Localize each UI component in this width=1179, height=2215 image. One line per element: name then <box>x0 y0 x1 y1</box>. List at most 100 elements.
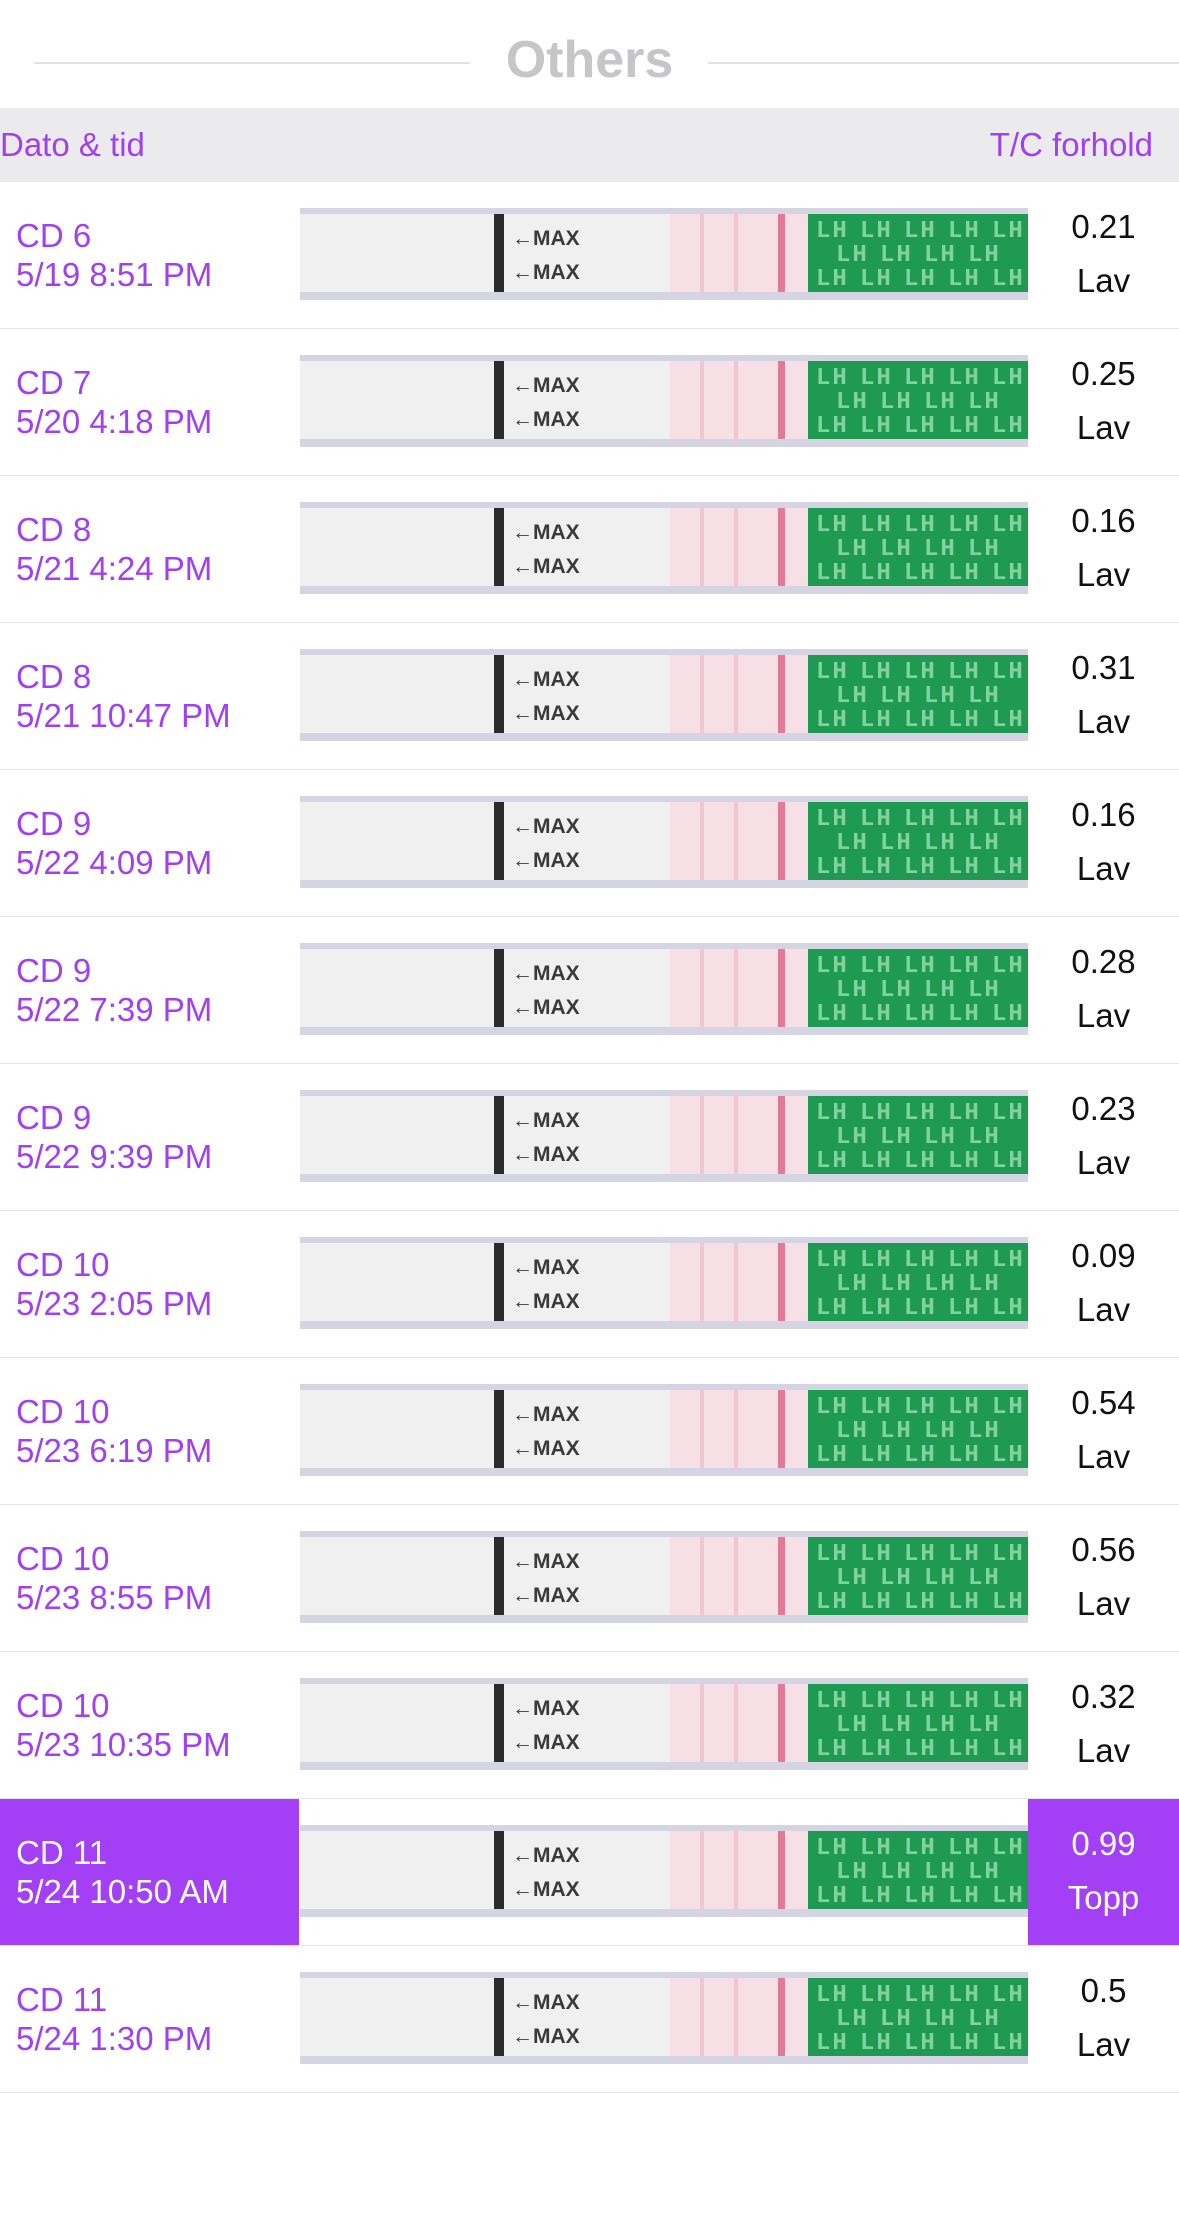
ratio-cell[interactable]: 0.21 Lav <box>1028 182 1179 328</box>
date-cell[interactable]: CD 10 5/23 6:19 PM <box>0 1358 299 1504</box>
cycle-day: CD 8 <box>16 658 92 695</box>
result-window <box>670 1243 808 1321</box>
test-datetime: 5/21 10:47 PM <box>16 697 231 734</box>
date-cell[interactable]: CD 10 5/23 8:55 PM <box>0 1505 299 1651</box>
ratio-cell[interactable]: 0.32 Lav <box>1028 1652 1179 1798</box>
lh-mark: LH <box>836 1859 869 1886</box>
test-strip-image[interactable]: ←MAX ←MAX LH LH LH LH LH LH LH LH LH LH LH LH LH LH <box>300 1384 1028 1476</box>
divider-left <box>34 62 470 64</box>
test-row[interactable]: CD 6 5/19 8:51 PM ←MAX ←MAX LH LH LH LH LH LH… <box>0 182 1179 329</box>
date-cell[interactable]: CD 8 5/21 4:24 PM <box>0 476 299 622</box>
ratio-cell[interactable]: 0.23 Lav <box>1028 1064 1179 1210</box>
lh-mark: LH <box>816 560 849 587</box>
test-strip-image[interactable]: ←MAX ←MAX LH LH LH LH LH LH LH LH LH LH LH LH LH LH <box>300 649 1028 741</box>
max-label: ←MAX <box>512 1109 580 1132</box>
test-row[interactable]: CD 10 5/23 8:55 PM ←MAX ←MAX LH LH LH LH LH L… <box>0 1505 1179 1652</box>
test-row[interactable]: CD 8 5/21 10:47 PM ←MAX ←MAX LH LH LH LH LH L… <box>0 623 1179 770</box>
test-row[interactable]: CD 9 5/22 9:39 PM ←MAX ←MAX LH LH LH LH LH LH… <box>0 1064 1179 1211</box>
test-strip-image[interactable]: ←MAX ←MAX LH LH LH LH LH LH LH LH LH LH LH LH LH LH <box>300 1237 1028 1329</box>
max-label: ←MAX <box>512 408 580 431</box>
lh-mark: LH <box>816 1148 849 1175</box>
test-row[interactable]: CD 8 5/21 4:24 PM ←MAX ←MAX LH LH LH LH LH LH… <box>0 476 1179 623</box>
test-strip-image[interactable]: ←MAX ←MAX LH LH LH LH LH LH LH LH LH LH LH LH LH LH <box>300 1090 1028 1182</box>
test-row[interactable]: CD 11 5/24 10:50 AM ←MAX ←MAX LH LH LH LH LH… <box>0 1799 1179 1946</box>
lh-mark: LH <box>836 1712 869 1739</box>
lh-mark: LH <box>924 536 957 563</box>
strip-body: ←MAX ←MAX LH LH LH LH LH LH LH LH LH LH LH LH LH LH <box>300 1831 1028 1909</box>
test-strip-image[interactable]: ←MAX ←MAX LH LH LH LH LH LH LH LH LH LH LH LH LH LH <box>300 1972 1028 2064</box>
lh-mark: LH <box>992 1001 1025 1028</box>
test-strip-image[interactable]: ←MAX ←MAX LH LH LH LH LH LH LH LH LH LH LH LH LH LH <box>300 502 1028 594</box>
date-cell[interactable]: CD 11 5/24 1:30 PM <box>0 1946 299 2092</box>
date-cell[interactable]: CD 6 5/19 8:51 PM <box>0 182 299 328</box>
test-row[interactable]: CD 10 5/23 2:05 PM ←MAX ←MAX LH LH LH LH LH L… <box>0 1211 1179 1358</box>
faint-line <box>734 1978 738 2056</box>
lh-level: Lav <box>1076 262 1131 299</box>
lh-mark: LH <box>992 1982 1025 2009</box>
date-cell[interactable]: CD 9 5/22 4:09 PM <box>0 770 299 916</box>
test-strip-image[interactable]: ←MAX ←MAX LH LH LH LH LH LH LH LH LH LH LH LH LH LH <box>300 208 1028 300</box>
ratio-cell[interactable]: 0.09 Lav <box>1028 1211 1179 1357</box>
lh-handle: LH LH LH LH LH LH LH LH LH LH LH LH LH LH <box>808 214 1028 292</box>
test-row[interactable]: CD 7 5/20 4:18 PM ←MAX ←MAX LH LH LH LH LH LH… <box>0 329 1179 476</box>
ratio-cell[interactable]: 0.31 Lav <box>1028 623 1179 769</box>
date-cell[interactable]: CD 11 5/24 10:50 AM <box>0 1799 299 1945</box>
lh-mark: LH <box>816 2030 849 2057</box>
test-row[interactable]: CD 10 5/23 10:35 PM ←MAX ←MAX LH LH LH LH LH… <box>0 1652 1179 1799</box>
test-strip-image[interactable]: ←MAX ←MAX LH LH LH LH LH LH LH LH LH LH LH LH LH LH <box>300 355 1028 447</box>
ratio-cell[interactable]: 0.16 Lav <box>1028 770 1179 916</box>
tc-ratio-value: 0.32 <box>1071 1678 1136 1715</box>
lh-mark: LH <box>924 2006 957 2033</box>
result-window <box>670 1096 808 1174</box>
lh-mark: LH <box>948 1295 981 1322</box>
date-cell[interactable]: CD 10 5/23 10:35 PM <box>0 1652 299 1798</box>
test-strip-image[interactable]: ←MAX ←MAX LH LH LH LH LH LH LH LH LH LH LH LH LH LH <box>300 1678 1028 1770</box>
ratio-cell[interactable]: 0.56 Lav <box>1028 1505 1179 1651</box>
lh-mark: LH <box>860 707 893 734</box>
lh-mark: LH <box>880 683 913 710</box>
test-row[interactable]: CD 10 5/23 6:19 PM ←MAX ←MAX LH LH LH LH LH L… <box>0 1358 1179 1505</box>
ratio-cell[interactable]: 0.54 Lav <box>1028 1358 1179 1504</box>
date-cell[interactable]: CD 9 5/22 7:39 PM <box>0 917 299 1063</box>
max-line-marker <box>494 1243 504 1321</box>
date-cell[interactable]: CD 10 5/23 2:05 PM <box>0 1211 299 1357</box>
max-label: ←MAX <box>512 1143 580 1166</box>
test-strip-image[interactable]: ←MAX ←MAX LH LH LH LH LH LH LH LH LH LH LH LH LH LH <box>300 1825 1028 1917</box>
control-line <box>778 508 785 586</box>
test-strip-image[interactable]: ←MAX ←MAX LH LH LH LH LH LH LH LH LH LH LH LH LH LH <box>300 796 1028 888</box>
lh-mark: LH <box>816 1883 849 1910</box>
ratio-cell[interactable]: 0.99 Topp <box>1028 1799 1179 1945</box>
ratio-cell[interactable]: 0.28 Lav <box>1028 917 1179 1063</box>
test-row[interactable]: CD 9 5/22 7:39 PM ←MAX ←MAX LH LH LH LH LH LH… <box>0 917 1179 1064</box>
lh-mark: LH <box>924 1271 957 1298</box>
lh-mark: LH <box>948 1001 981 1028</box>
lh-handle: LH LH LH LH LH LH LH LH LH LH LH LH LH LH <box>808 802 1028 880</box>
test-row[interactable]: CD 9 5/22 4:09 PM ←MAX ←MAX LH LH LH LH LH LH… <box>0 770 1179 917</box>
lh-mark: LH <box>948 1148 981 1175</box>
test-datetime: 5/24 1:30 PM <box>16 2020 213 2057</box>
date-cell[interactable]: CD 8 5/21 10:47 PM <box>0 623 299 769</box>
strip-body: ←MAX ←MAX LH LH LH LH LH LH LH LH LH LH LH LH LH LH <box>300 508 1028 586</box>
lh-mark: LH <box>992 1148 1025 1175</box>
tc-ratio-value: 0.21 <box>1071 208 1136 245</box>
lh-mark: LH <box>992 1394 1025 1421</box>
result-window <box>670 1831 808 1909</box>
lh-mark: LH <box>968 536 1001 563</box>
section-title: Others <box>505 31 674 89</box>
lh-mark: LH <box>924 1859 957 1886</box>
test-strip-image[interactable]: ←MAX ←MAX LH LH LH LH LH LH LH LH LH LH LH LH LH LH <box>300 943 1028 1035</box>
ratio-cell[interactable]: 0.5 Lav <box>1028 1946 1179 2092</box>
lh-mark: LH <box>816 365 849 392</box>
ratio-cell[interactable]: 0.16 Lav <box>1028 476 1179 622</box>
test-strip-image[interactable]: ←MAX ←MAX LH LH LH LH LH LH LH LH LH LH LH LH LH LH <box>300 1531 1028 1623</box>
test-row[interactable]: CD 11 5/24 1:30 PM ←MAX ←MAX LH LH LH LH LH L… <box>0 1946 1179 2093</box>
strip-body: ←MAX ←MAX LH LH LH LH LH LH LH LH LH LH LH LH LH LH <box>300 1243 1028 1321</box>
faint-line <box>700 1978 704 2056</box>
lh-mark: LH <box>880 1418 913 1445</box>
date-cell[interactable]: CD 9 5/22 9:39 PM <box>0 1064 299 1210</box>
ratio-cell[interactable]: 0.25 Lav <box>1028 329 1179 475</box>
date-cell[interactable]: CD 7 5/20 4:18 PM <box>0 329 299 475</box>
lh-mark: LH <box>948 1688 981 1715</box>
lh-mark: LH <box>816 1736 849 1763</box>
max-label: ←MAX <box>512 227 580 250</box>
